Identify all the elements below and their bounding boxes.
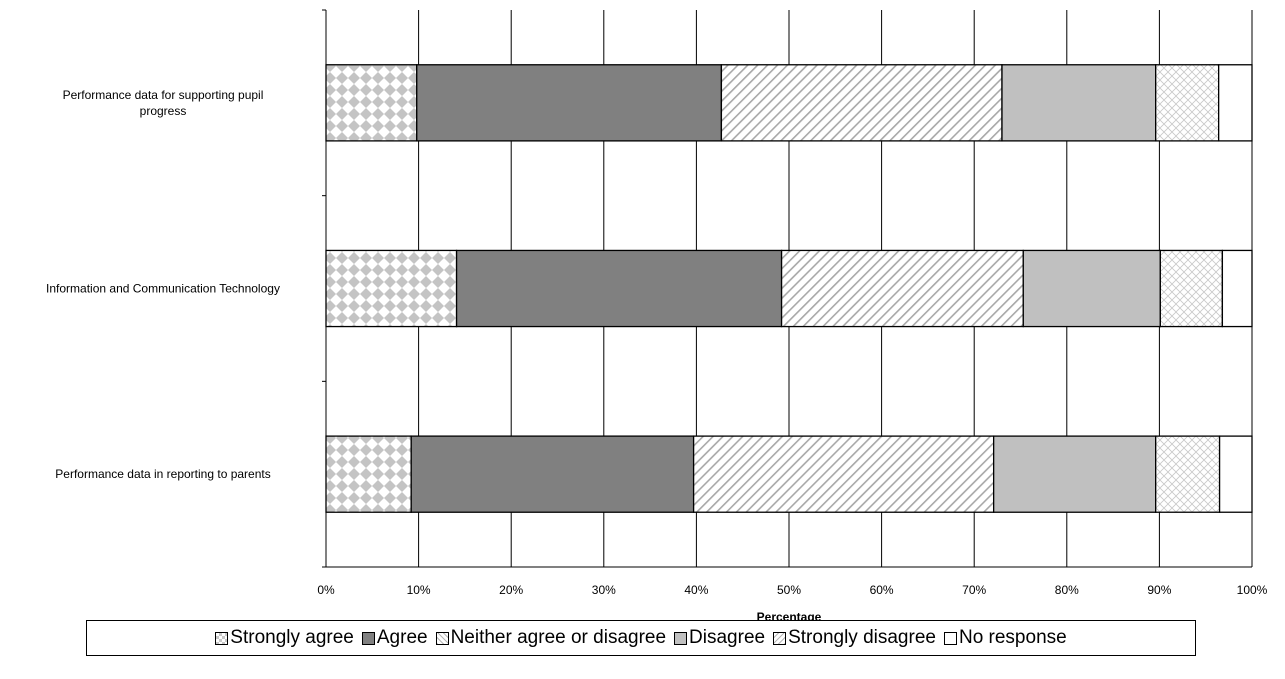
bar-segment: [1159, 249, 1224, 328]
legend-label: Strongly agree: [230, 627, 354, 648]
x-tick-label: 80%: [1055, 583, 1079, 597]
x-tick-label: 90%: [1147, 583, 1171, 597]
legend-swatch: [361, 631, 375, 645]
legend-item: Disagree: [674, 627, 765, 649]
category-label: Performance data in reporting to parents: [55, 467, 270, 481]
bar-segment: [1218, 435, 1253, 513]
x-tick-label: 50%: [777, 583, 801, 597]
bar-segment: [1221, 249, 1253, 328]
bar-segment: [692, 435, 995, 513]
legend-item: Neither agree or disagree: [435, 627, 667, 649]
legend-item: Agree: [361, 627, 428, 649]
legend-label: Strongly disagree: [788, 627, 936, 648]
legend-swatch: [773, 631, 787, 645]
legend-swatch: [435, 631, 449, 645]
bar-segment: [416, 64, 723, 142]
bar-segment: [1155, 64, 1220, 142]
x-tick-label: 100%: [1237, 583, 1268, 597]
x-tick-label: 60%: [870, 583, 894, 597]
bar-segment: [1001, 64, 1157, 142]
x-tick-label: 0%: [317, 583, 335, 597]
x-tick-label: 40%: [684, 583, 708, 597]
legend: Strongly agree Agree Neither agree or disa…: [86, 620, 1196, 656]
bar-segment: [780, 249, 1024, 328]
legend-label: Agree: [376, 627, 428, 648]
x-tick-label: 10%: [407, 583, 431, 597]
bar-segment: [325, 249, 458, 328]
legend-item: Strongly disagree: [773, 627, 936, 649]
stacked-bar-chart: 0% 10% 20% 30% 40% 50% 60% 70% 80% 90% 100% Perform…: [46, 9, 1268, 620]
axes: 0% 10% 20% 30% 40% 50% 60% 70% 80% 90% 100% Perform…: [46, 9, 1268, 597]
bar-segment: [455, 249, 783, 328]
x-tick-label: 30%: [592, 583, 616, 597]
bars: [325, 64, 1253, 513]
x-tick-label: 70%: [962, 583, 986, 597]
category-label: Information and Communication Technology: [46, 282, 280, 296]
legend-swatch: [674, 631, 688, 645]
legend-item: Strongly agree: [215, 627, 354, 649]
bar-segment: [992, 435, 1157, 513]
bar-segment: [325, 435, 412, 513]
bar-segment: [1218, 64, 1253, 142]
legend-item: No response: [943, 627, 1067, 649]
x-axis-title: Percentage: [757, 610, 822, 620]
bar-segment: [1022, 249, 1161, 328]
bar-segment: [325, 64, 418, 142]
bar-segment: [410, 435, 695, 513]
legend-label: Disagree: [689, 627, 766, 648]
legend-swatch: [943, 631, 957, 645]
legend-label: Neither agree or disagree: [450, 627, 667, 648]
bar-segment: [1155, 435, 1221, 513]
legend-label: No response: [958, 627, 1067, 648]
x-tick-label: 20%: [499, 583, 523, 597]
legend-swatch: [215, 631, 229, 645]
category-label: Performance data for supporting pupil pro…: [63, 88, 264, 118]
bar-segment: [720, 64, 1003, 142]
